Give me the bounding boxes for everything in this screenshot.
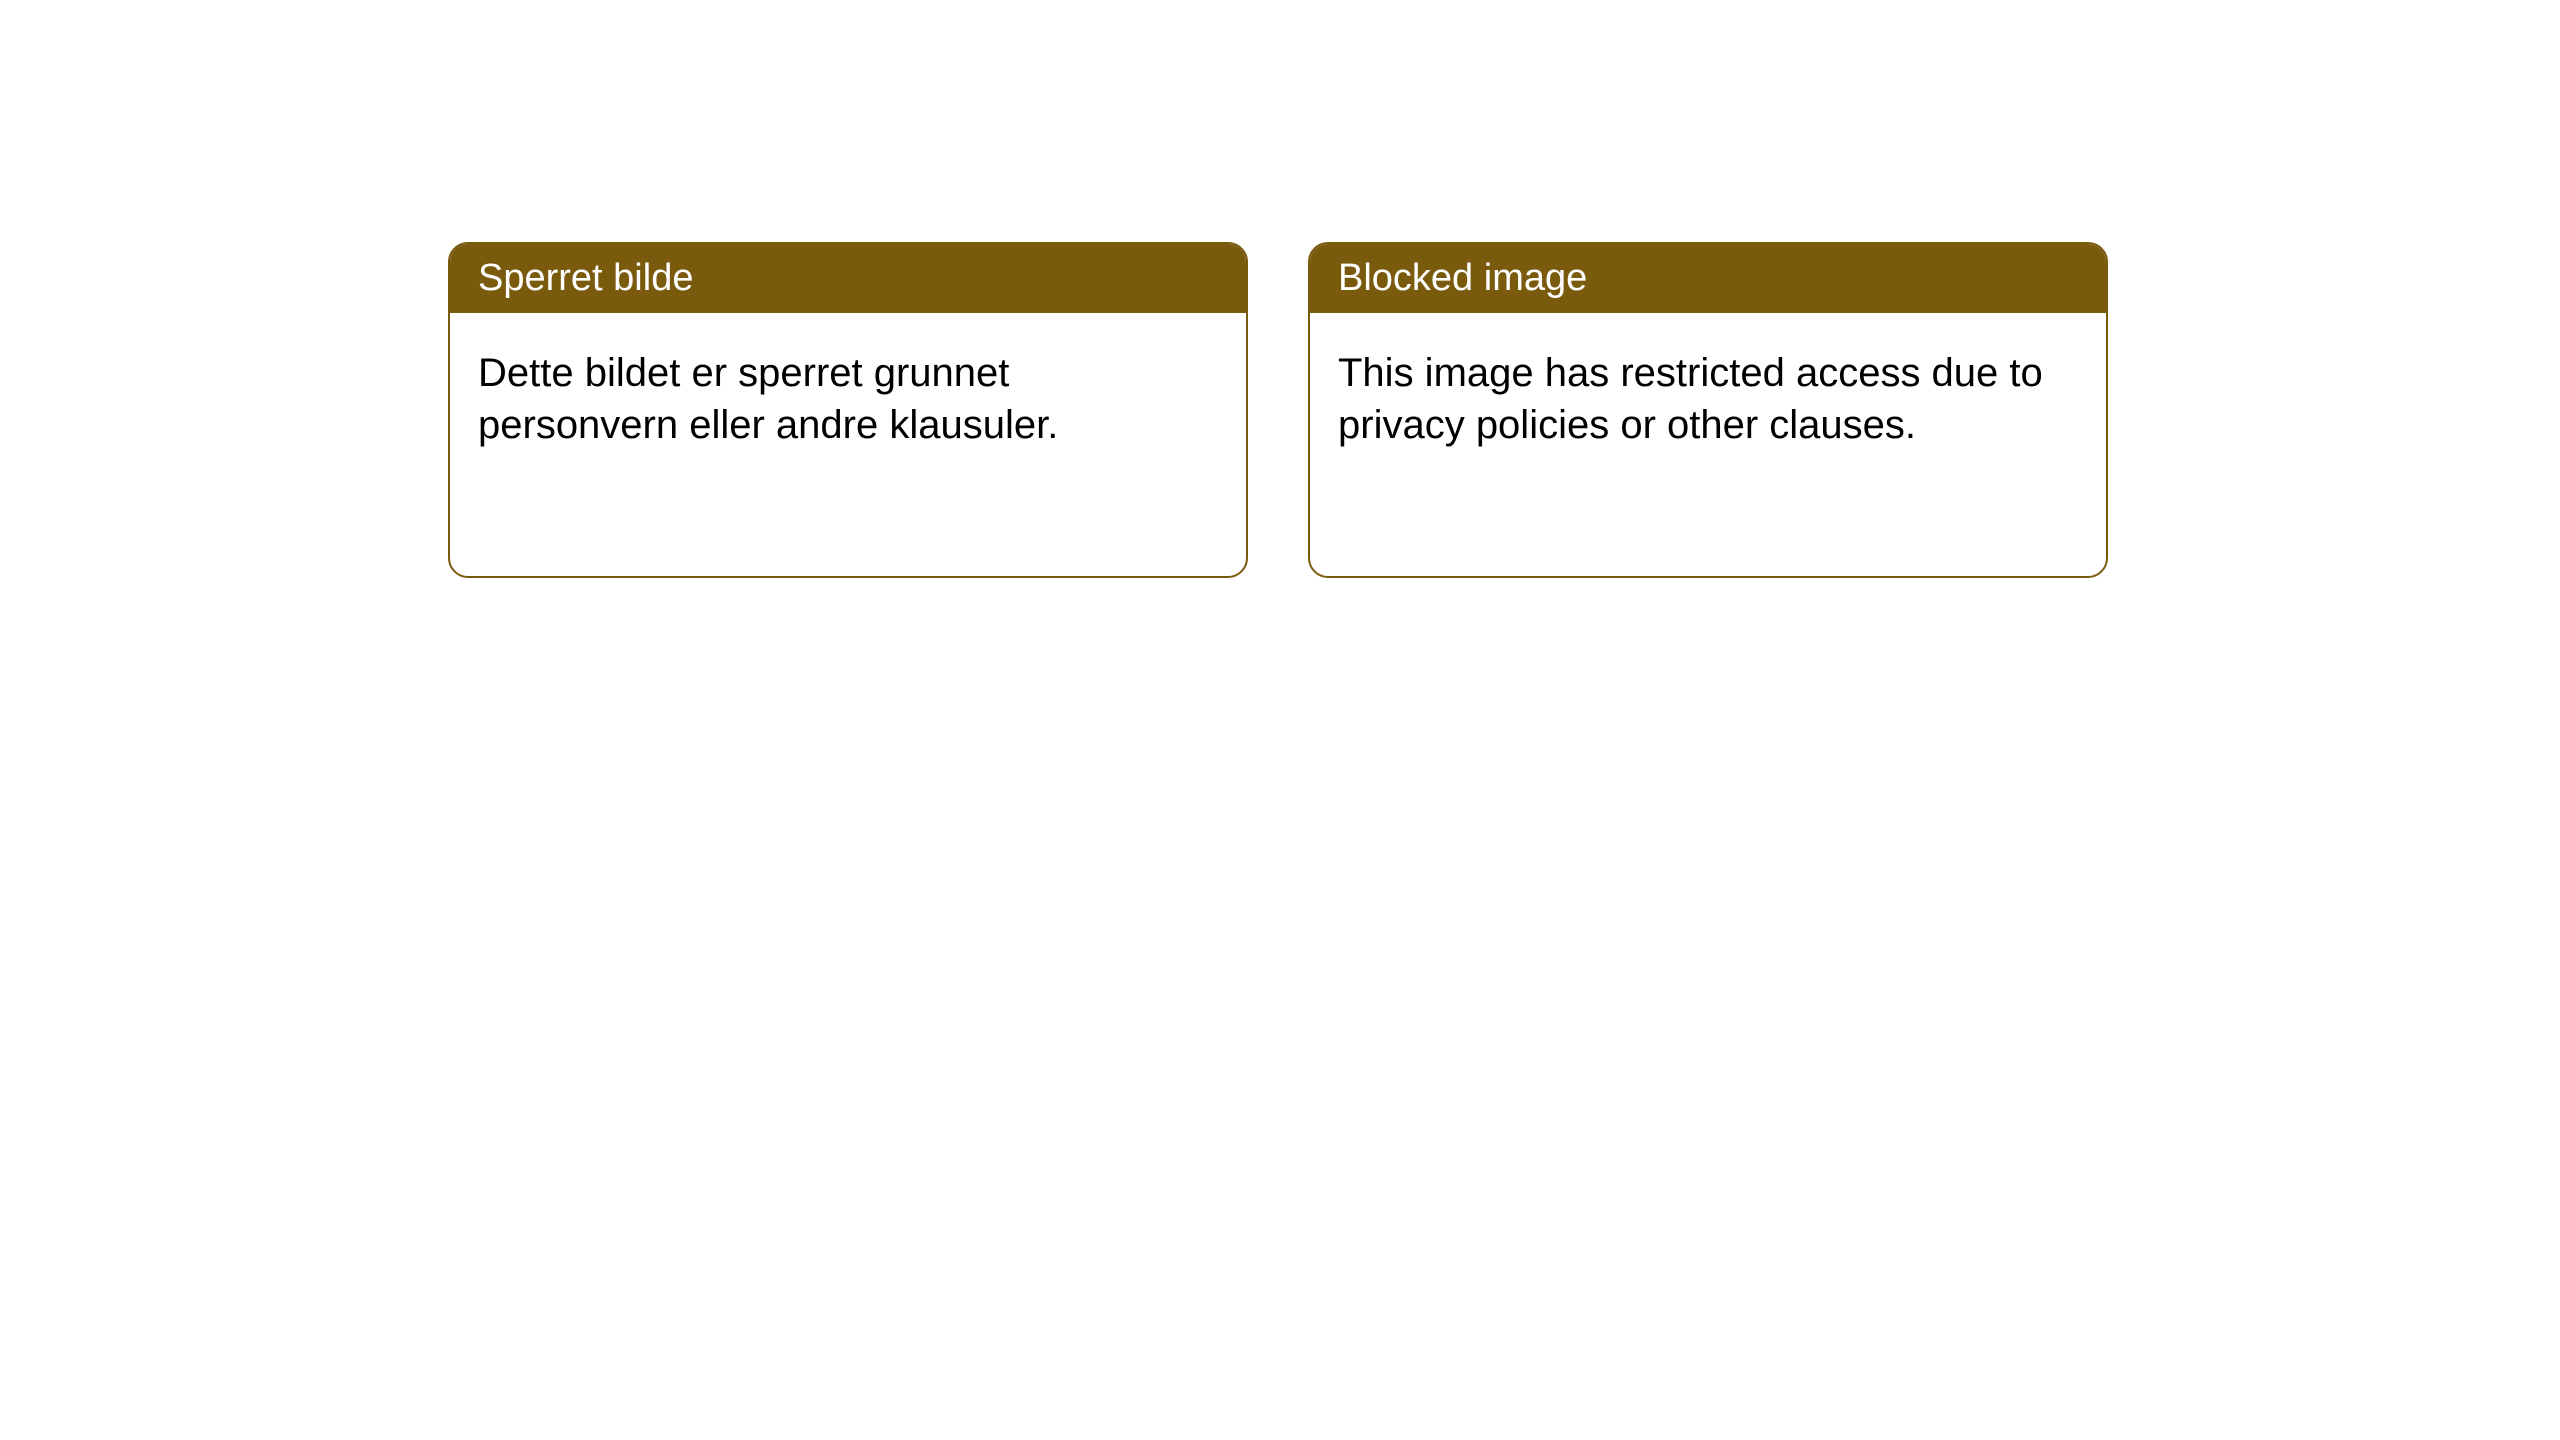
notice-text: Dette bildet er sperret grunnet personve… (478, 351, 1058, 447)
notice-body: Dette bildet er sperret grunnet personve… (450, 313, 1246, 485)
notice-title: Blocked image (1338, 257, 1587, 299)
notice-header: Blocked image (1310, 244, 2106, 313)
notice-card-english: Blocked image This image has restricted … (1308, 242, 2108, 578)
notice-title: Sperret bilde (478, 257, 693, 299)
notice-card-norwegian: Sperret bilde Dette bildet er sperret gr… (448, 242, 1248, 578)
notice-body: This image has restricted access due to … (1310, 313, 2106, 485)
notice-container: Sperret bilde Dette bildet er sperret gr… (0, 0, 2560, 578)
notice-text: This image has restricted access due to … (1338, 351, 2043, 447)
notice-header: Sperret bilde (450, 244, 1246, 313)
